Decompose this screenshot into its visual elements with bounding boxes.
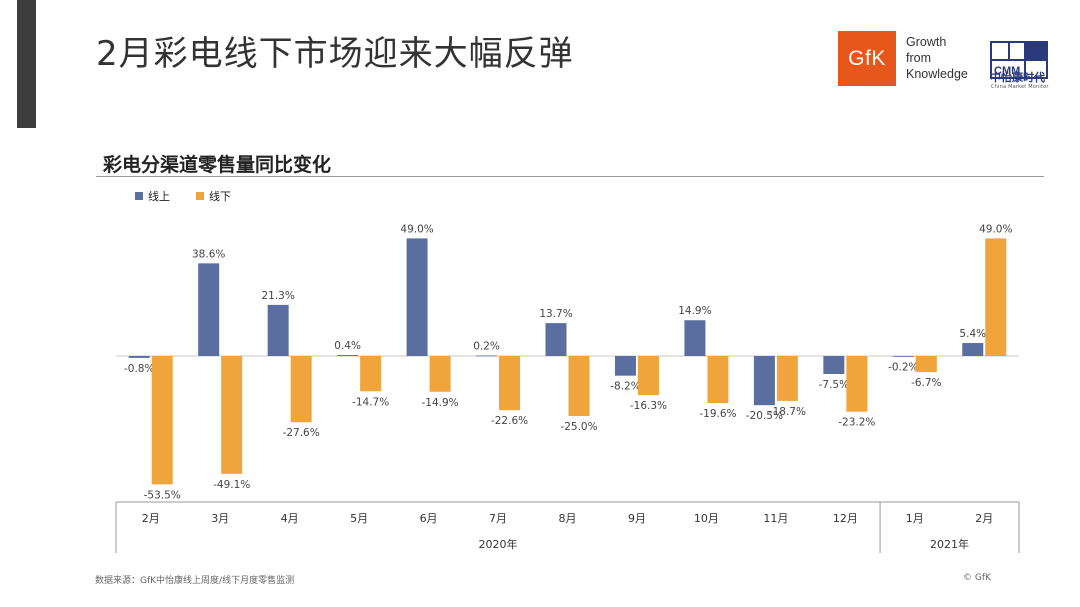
bar-online [406, 238, 428, 356]
data-label: -49.1% [213, 479, 250, 491]
data-label: 21.3% [261, 290, 294, 302]
data-label: -23.2% [838, 417, 875, 429]
bar-offline [290, 356, 312, 423]
data-label: -0.2% [888, 361, 918, 373]
legend-label: 线上 [148, 190, 170, 203]
bar-online [545, 323, 567, 356]
bar-offline [985, 238, 1007, 356]
slogan-line: Growth [906, 35, 947, 49]
data-label: 5.4% [959, 328, 986, 340]
data-label: 38.6% [192, 248, 225, 260]
x-tick-label: 8月 [559, 512, 577, 525]
bar-offline [776, 356, 798, 401]
x-tick-label: 12月 [833, 512, 858, 525]
x-tick-label: 2月 [975, 512, 993, 525]
data-label: -53.5% [144, 489, 181, 501]
cmm-name-cn: 中怡康时代 [990, 71, 1045, 84]
data-source-note: 数据来源：GfK中怡康线上周度/线下月度零售监测 [95, 576, 295, 586]
bar-offline [707, 356, 729, 404]
group-label: 2020年 [479, 537, 518, 551]
data-label: -27.6% [283, 427, 320, 439]
x-tick-label: 11月 [763, 512, 788, 525]
slogan-line: Knowledge [906, 67, 968, 81]
slogan-line: from [906, 51, 931, 65]
bar-online [684, 320, 706, 356]
group-label: 2021年 [930, 537, 969, 551]
bar-offline [429, 356, 451, 392]
x-tick-label: 5月 [350, 512, 368, 525]
copyright: © GfK [963, 573, 991, 583]
legend-item-offline: 线下 [196, 188, 231, 204]
bar-online [267, 304, 289, 356]
x-tick-label: 2月 [142, 512, 160, 525]
data-label: -25.0% [560, 421, 597, 433]
bar-online [128, 356, 150, 358]
chart-legend: 线上 线下 [135, 188, 231, 204]
data-label: 49.0% [979, 223, 1012, 235]
bar-offline [221, 356, 243, 474]
bar-offline [360, 356, 382, 392]
legend-swatch-offline [196, 192, 204, 200]
bar-online [198, 263, 220, 356]
data-label: -8.2% [610, 381, 640, 393]
data-label: -19.6% [699, 408, 736, 420]
x-tick-label: 6月 [420, 512, 438, 525]
data-label: 49.0% [400, 223, 433, 235]
bar-online [476, 355, 498, 357]
gfk-logo: GfK [838, 31, 896, 86]
data-label: -14.9% [421, 397, 458, 409]
x-tick-label: 1月 [906, 512, 924, 525]
data-label: 0.4% [334, 340, 361, 352]
data-label: 0.2% [473, 341, 500, 353]
bar-offline [846, 356, 868, 412]
legend-swatch-online [135, 192, 143, 200]
data-label: -18.7% [769, 406, 806, 418]
chart-title: 彩电分渠道零售量同比变化 [103, 154, 332, 176]
page-title: 2月彩电线下市场迎来大幅反弹 [96, 34, 574, 74]
x-tick-label: 7月 [489, 512, 507, 525]
bar-online [823, 356, 845, 374]
data-label: -20.5% [746, 410, 783, 422]
x-tick-label: 9月 [628, 512, 646, 525]
data-label: -0.8% [124, 363, 154, 375]
legend-label: 线下 [209, 190, 231, 203]
x-tick-label: 3月 [211, 512, 229, 525]
legend-item-online: 线上 [135, 188, 170, 204]
bar-offline [568, 356, 590, 416]
cmm-logo-text: CMM [994, 65, 1020, 77]
cmm-logo: CMM [990, 41, 1048, 79]
bar-online [614, 356, 636, 376]
data-label: -14.7% [352, 396, 389, 408]
data-label: -22.6% [491, 415, 528, 427]
bar-online [962, 343, 984, 356]
gfk-slogan: Growth from Knowledge [906, 34, 968, 82]
cmm-name-en: China Market Monitor [991, 84, 1049, 90]
bar-offline [915, 356, 937, 373]
data-label: 14.9% [678, 305, 711, 317]
bar-offline [499, 356, 521, 411]
accent-bar [17, 0, 36, 128]
data-label: -6.7% [911, 377, 941, 389]
bar-online [337, 355, 359, 356]
bar-online [753, 356, 775, 406]
data-label: 13.7% [539, 308, 572, 320]
title-divider [96, 176, 1044, 177]
bar-offline [637, 356, 659, 396]
x-tick-label: 10月 [694, 512, 719, 525]
data-label: -16.3% [630, 400, 667, 412]
x-tick-label: 4月 [281, 512, 299, 525]
bar-online [892, 356, 914, 357]
data-label: -7.5% [819, 379, 849, 391]
bar-offline [151, 356, 173, 485]
